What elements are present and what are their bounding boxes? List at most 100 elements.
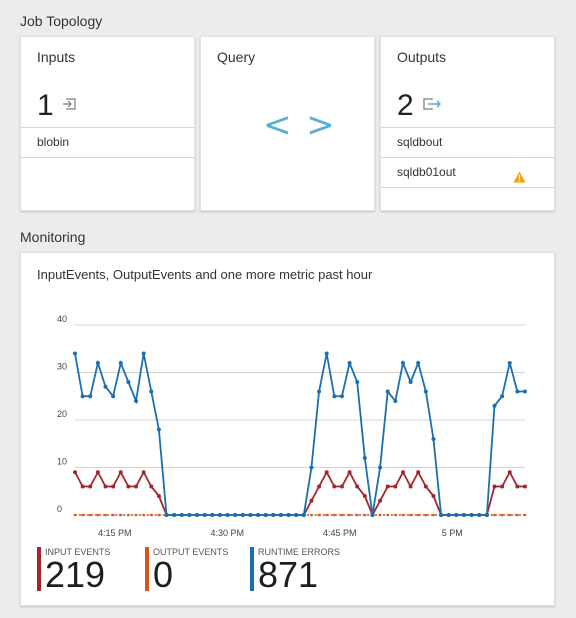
data-point — [202, 513, 207, 517]
inputs-card[interactable]: Inputs 1 blobin — [20, 36, 195, 211]
data-point — [347, 470, 352, 475]
metrics-line-chart[interactable]: 0 10 20 30 40 4:15 PM 4:30 PM 4:45 PM 5 PM — [21, 253, 554, 543]
data-point — [179, 513, 184, 517]
data-point — [96, 513, 100, 517]
data-point — [164, 513, 169, 517]
data-point — [187, 513, 192, 517]
data-point — [523, 513, 527, 517]
data-point — [347, 361, 352, 365]
data-point — [317, 513, 321, 517]
data-point — [348, 513, 351, 517]
legend-runtime-errors[interactable]: RUNTIME ERRORS 871 — [250, 547, 341, 593]
data-point — [317, 389, 322, 394]
data-point — [217, 513, 222, 517]
data-point — [127, 513, 130, 517]
data-point — [516, 513, 519, 517]
data-point — [104, 513, 107, 517]
data-point — [81, 513, 84, 517]
warning-icon[interactable] — [513, 165, 526, 194]
data-point — [149, 513, 153, 517]
query-card[interactable]: Query < > — [200, 36, 375, 211]
data-point — [271, 513, 276, 517]
data-point — [439, 513, 444, 517]
data-point — [325, 513, 328, 517]
legend-input-events[interactable]: INPUT EVENTS 219 — [37, 547, 110, 593]
data-point — [446, 513, 451, 517]
data-point — [378, 498, 383, 503]
data-point — [416, 513, 420, 517]
data-point — [317, 484, 322, 489]
data-point — [149, 389, 154, 394]
data-point — [141, 470, 146, 475]
x-tick-label: 4:15 PM — [98, 528, 132, 538]
input-item-blobin[interactable]: blobin — [21, 127, 194, 157]
data-point — [157, 513, 161, 517]
data-point — [523, 389, 527, 394]
data-point — [500, 484, 505, 489]
input-icon — [62, 96, 78, 117]
chart-title: InputEvents, OutputEvents and one more m… — [37, 267, 373, 282]
data-point — [394, 513, 397, 517]
data-point — [210, 513, 215, 517]
data-point — [263, 513, 268, 517]
outputs-card[interactable]: Outputs 2 sqldbout sqldb01out — [380, 36, 555, 211]
data-point — [355, 484, 360, 489]
data-point — [301, 513, 306, 517]
y-tick-label: 0 — [57, 504, 62, 514]
data-point — [431, 494, 436, 498]
data-point — [248, 513, 253, 517]
data-point — [73, 351, 77, 356]
data-point — [461, 513, 466, 517]
inputs-divider — [21, 157, 194, 158]
data-point — [134, 484, 139, 489]
legend-label: RUNTIME ERRORS — [258, 547, 341, 557]
data-point — [73, 513, 77, 517]
output-item-sqldbout[interactable]: sqldbout — [381, 127, 554, 157]
data-point — [469, 513, 474, 517]
y-tick-label: 20 — [57, 409, 67, 419]
outputs-count: 2 — [397, 89, 414, 122]
data-point — [111, 484, 116, 489]
data-point — [363, 513, 367, 517]
data-point — [515, 389, 520, 394]
y-tick-label: 40 — [57, 314, 67, 324]
data-point — [393, 399, 398, 403]
data-point — [492, 403, 497, 408]
data-point — [370, 513, 375, 517]
data-point — [400, 361, 405, 365]
output-icon — [422, 96, 442, 117]
data-point — [408, 484, 413, 489]
data-point — [332, 394, 337, 399]
data-point — [156, 494, 161, 498]
data-point — [431, 437, 436, 441]
legend-output-events[interactable]: OUTPUT EVENTS 0 — [145, 547, 229, 593]
x-tick-label: 4:30 PM — [210, 528, 244, 538]
data-point — [416, 361, 421, 365]
data-point — [333, 513, 336, 517]
data-point — [340, 513, 344, 517]
data-point — [149, 484, 154, 489]
data-point — [118, 361, 123, 365]
data-point — [134, 399, 139, 403]
data-point — [401, 513, 405, 517]
data-point — [225, 513, 230, 517]
output-item-sqldb01out[interactable]: sqldb01out — [381, 157, 554, 187]
data-point — [126, 380, 131, 384]
data-point — [256, 513, 261, 517]
legend-color-bar — [37, 547, 41, 591]
data-point — [339, 484, 344, 489]
monitoring-card[interactable]: InputEvents, OutputEvents and one more m… — [20, 252, 555, 606]
data-point — [80, 394, 85, 399]
data-point — [507, 361, 512, 365]
data-point — [233, 513, 238, 517]
data-point — [103, 484, 108, 489]
legend-label: OUTPUT EVENTS — [153, 547, 229, 557]
data-point — [500, 513, 504, 517]
data-point — [134, 513, 138, 517]
data-point — [324, 470, 329, 475]
output-item-label: sqldb01out — [397, 165, 456, 179]
data-point — [309, 498, 314, 503]
data-point — [400, 470, 405, 475]
y-tick-label: 10 — [57, 457, 67, 467]
data-point — [172, 513, 177, 517]
